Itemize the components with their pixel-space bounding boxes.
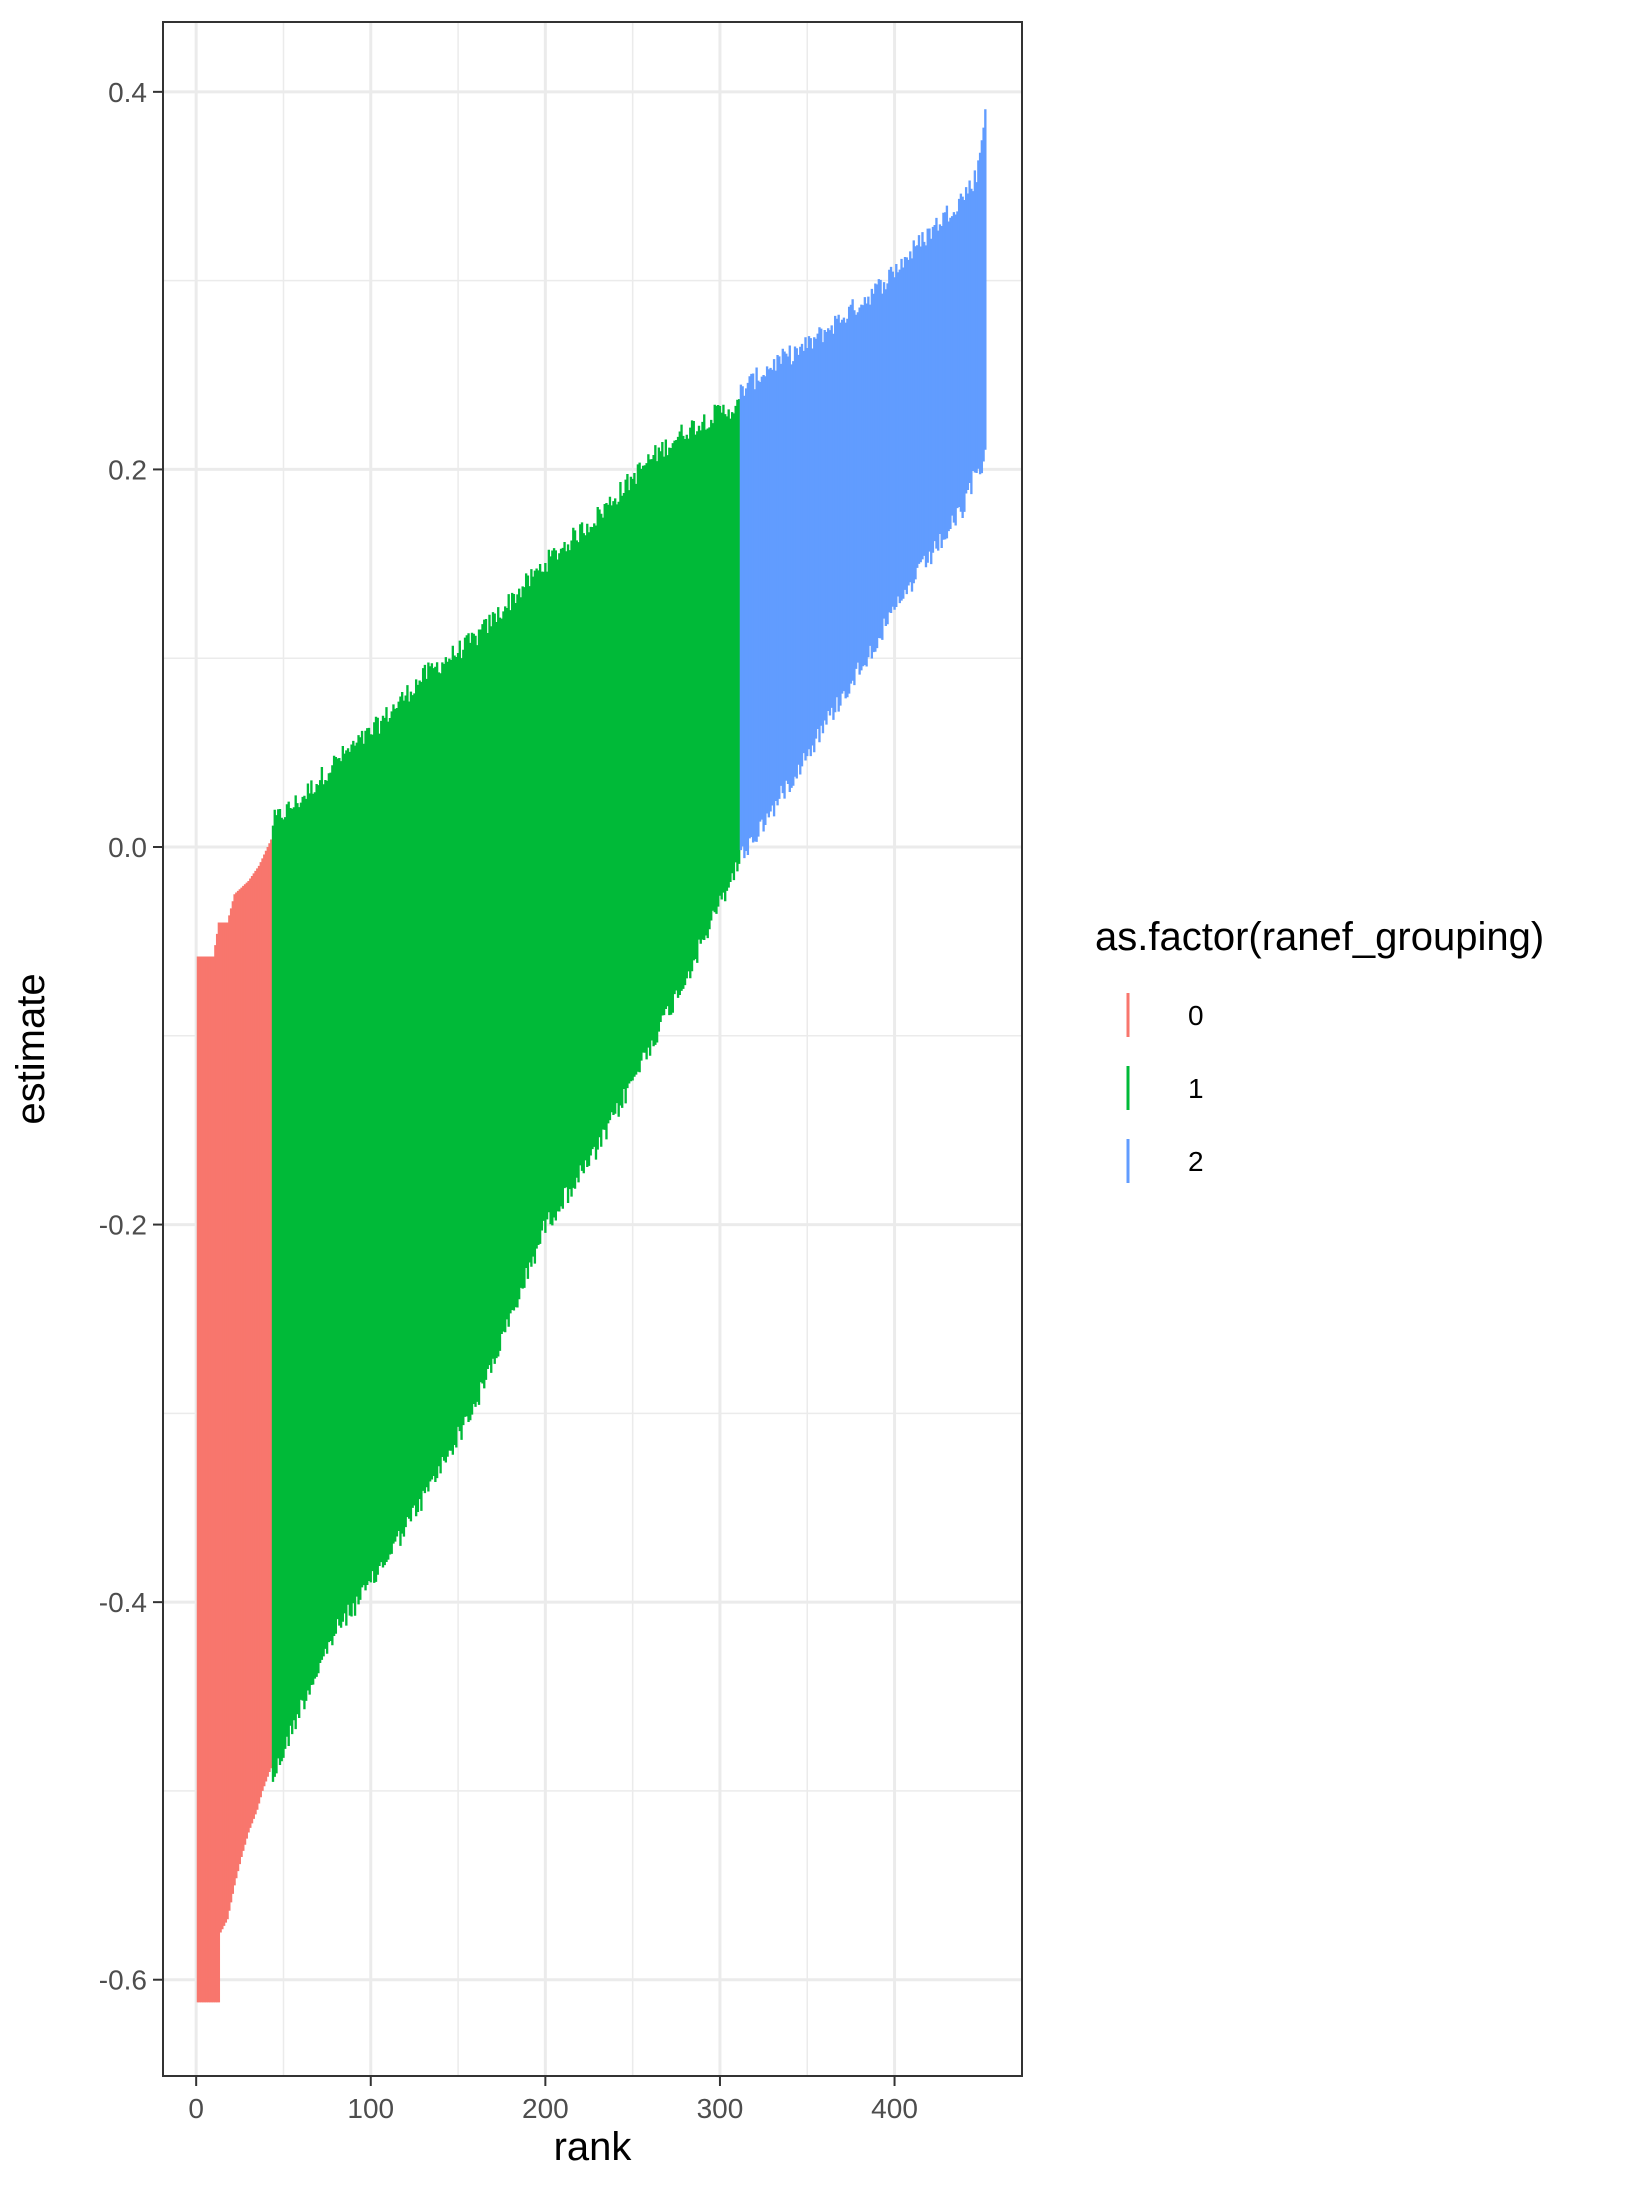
x-tick-label: 100 [347, 2093, 394, 2124]
y-axis-ticks: -0.6 -0.4 -0.2 0.0 0.2 0.4 [99, 77, 163, 1996]
series-2 [739, 109, 987, 859]
legend-title: as.factor(ranef_grouping) [1095, 915, 1544, 959]
legend-items: 0 1 2 [1126, 993, 1204, 1183]
legend: as.factor(ranef_grouping) 0 1 2 [1095, 915, 1544, 1183]
x-axis-title: rank [554, 2125, 633, 2169]
x-tick-label: 0 [188, 2093, 204, 2124]
y-tick-label: -0.4 [99, 1587, 147, 1618]
x-tick-label: 200 [522, 2093, 569, 2124]
x-axis-ticks: 0 100 200 300 400 [188, 2076, 918, 2124]
series-1 [271, 399, 741, 1782]
x-tick-label: 400 [871, 2093, 918, 2124]
y-tick-label: 0.0 [108, 832, 147, 863]
panel-border [162, 21, 1023, 2077]
legend-label-1: 1 [1188, 1073, 1204, 1104]
legend-label-0: 0 [1188, 1000, 1204, 1031]
x-tick-label: 300 [697, 2093, 744, 2124]
y-tick-label: 0.4 [108, 77, 147, 108]
y-axis-title: estimate [9, 973, 53, 1124]
data-bars [196, 109, 987, 2003]
legend-label-2: 2 [1188, 1146, 1204, 1177]
series-0 [196, 839, 273, 2003]
y-tick-label: -0.2 [99, 1210, 147, 1241]
y-tick-label: 0.2 [108, 454, 147, 485]
y-tick-label: -0.6 [99, 1965, 147, 1996]
